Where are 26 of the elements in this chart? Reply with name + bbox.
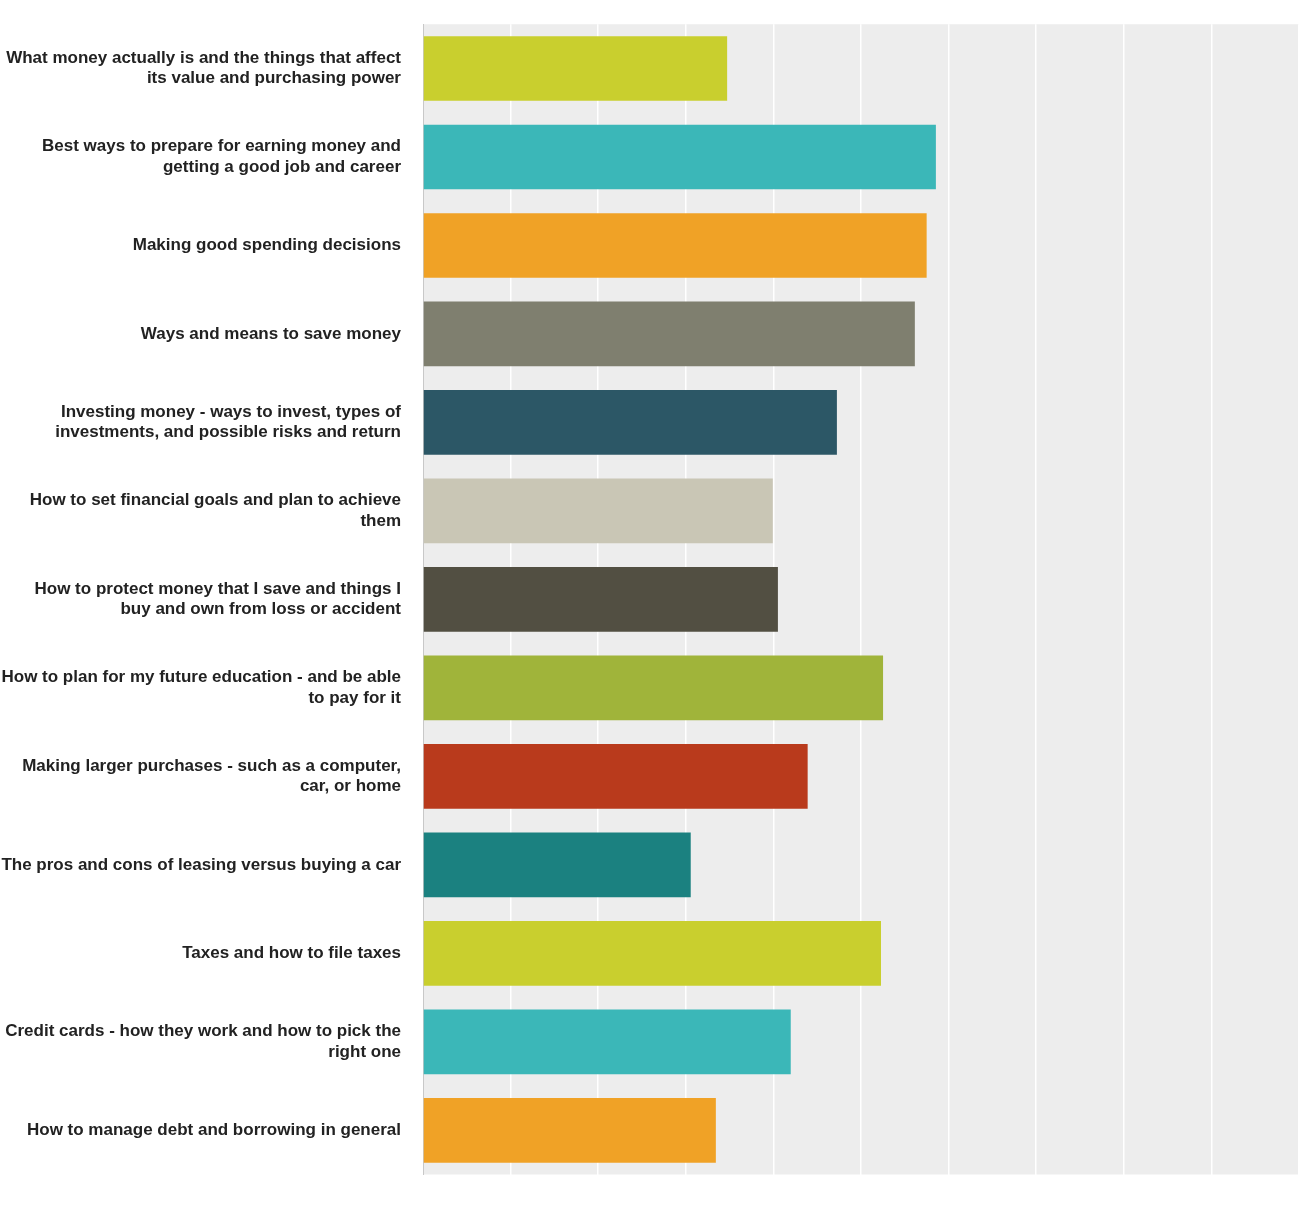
bar xyxy=(423,36,728,101)
bar xyxy=(423,124,936,190)
y-tick-label: Investing money - ways to invest, types of investments, and possible risks and return xyxy=(55,401,402,442)
y-tick-label: Best ways to prepare for earning money and getting a good job and career xyxy=(42,136,402,176)
y-tick-label: What money actually is and the things that affect its value and purchasing power xyxy=(6,47,402,88)
y-tick-label: Ways and means to save money xyxy=(140,323,402,343)
y-tick-label: How to manage debt and borrowing in general xyxy=(26,1120,401,1140)
y-tick-label: How to plan for my future education - and be able to pay for it xyxy=(1,667,402,707)
y-tick-label: Credit cards - how they work and how to pick the right one xyxy=(5,1021,401,1061)
y-tick-label: Making larger purchases - such as a computer, car, or home xyxy=(22,755,401,796)
bar xyxy=(423,390,837,455)
y-tick-label: How to set financial goals and plan to achieve them xyxy=(29,490,401,530)
y-tick-label: The pros and cons of leasing versus buying a car xyxy=(1,854,402,874)
y-tick-label: Taxes and how to file taxes xyxy=(182,943,401,963)
bar xyxy=(423,301,915,367)
bar xyxy=(423,921,881,986)
bar xyxy=(423,1098,716,1163)
bar xyxy=(423,655,884,721)
bar xyxy=(423,213,927,278)
bar xyxy=(423,567,778,632)
bar xyxy=(423,478,773,544)
y-tick-label: Making good spending decisions xyxy=(132,235,401,255)
bar xyxy=(423,744,808,809)
y-tick-label: How to protect money that I save and things I buy and own from loss or accident xyxy=(34,578,402,619)
bar xyxy=(423,832,691,898)
bar xyxy=(423,1009,791,1075)
